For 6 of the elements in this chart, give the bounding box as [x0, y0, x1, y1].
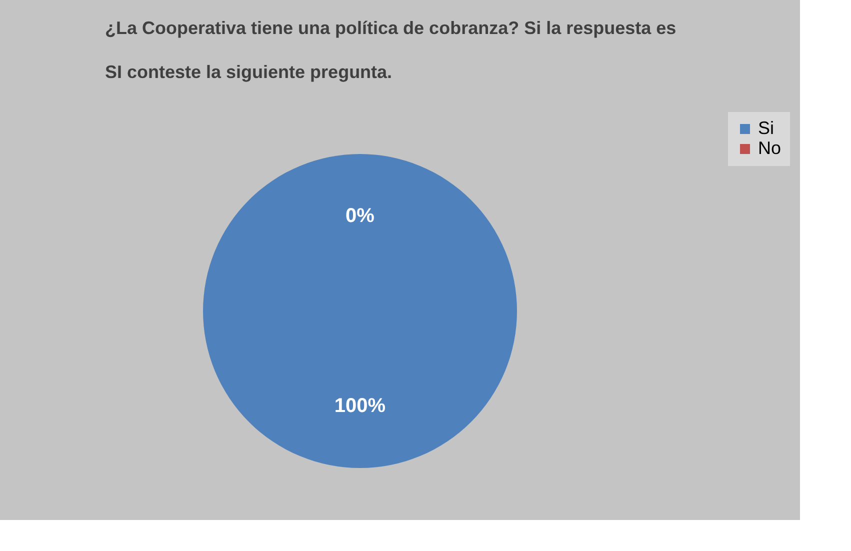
- legend-label: Si: [758, 118, 774, 138]
- text: SI conteste la siguiente pregunta.: [105, 62, 392, 82]
- legend-label: No: [758, 138, 782, 158]
- data-label: 100%: [334, 395, 386, 417]
- text: ¿La Cooperativa tiene una política de cobranza? Si la respuesta es: [105, 18, 676, 38]
- text: 0%: [346, 205, 374, 227]
